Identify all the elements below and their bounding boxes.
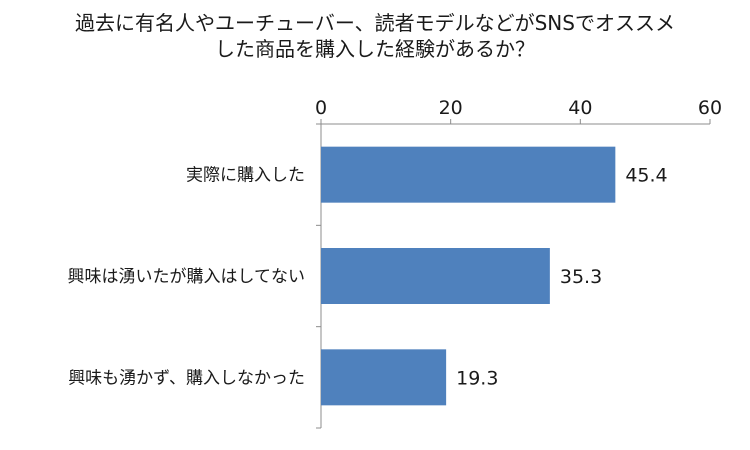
bar: [321, 349, 447, 406]
category-label: 実際に購入した: [186, 166, 305, 186]
category-label: 興味も湧かず、購入しなかった: [68, 368, 305, 388]
category-label: 興味は湧いたが購入はしてない: [68, 267, 306, 287]
chart-title-line-2: した商品を購入した経験があるか？: [215, 37, 535, 61]
bar: [321, 248, 550, 304]
x-tick-label: 20: [439, 97, 463, 119]
data-label: 19.3: [456, 367, 498, 389]
bar: [321, 146, 616, 203]
x-tick-label: 40: [568, 97, 592, 119]
data-label: 45.4: [625, 165, 667, 187]
chart-title: 過去に有名人やユーチューバー、読者モデルなどがSNSでオススメ した商品を購入し…: [0, 10, 750, 62]
chart-title-line-1: 過去に有名人やユーチューバー、読者モデルなどがSNSでオススメ: [75, 11, 675, 35]
x-tick-label: 0: [315, 97, 327, 119]
data-label: 35.3: [560, 266, 602, 288]
x-tick-label: 60: [698, 97, 722, 119]
